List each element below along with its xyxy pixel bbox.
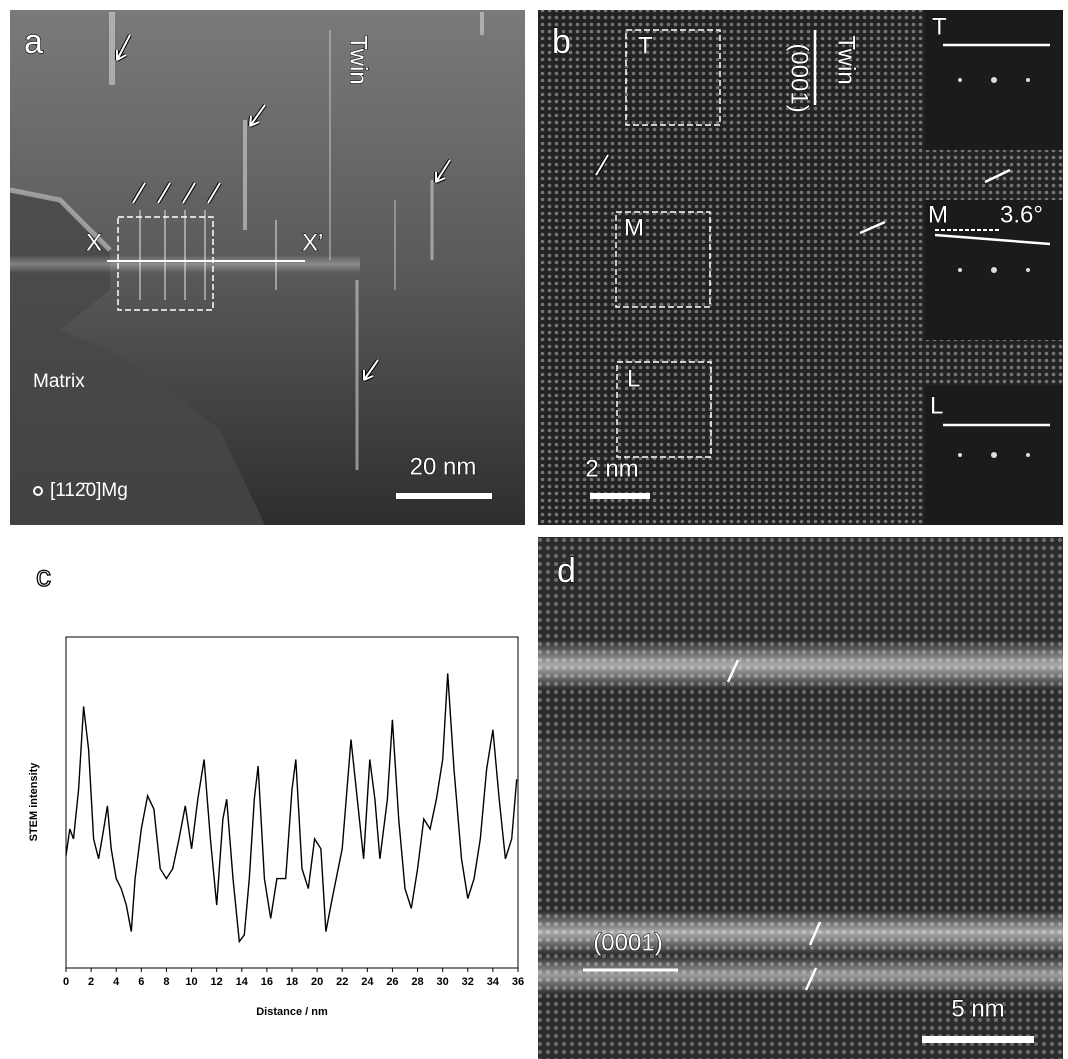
zone-axis: [112̄0]Mg — [50, 480, 128, 501]
panel-b: b T M L Twin (0001) T M 3.6° L 2 nm — [538, 10, 1063, 525]
x-tick-label: 18 — [286, 976, 298, 988]
x-tick-label: 24 — [361, 976, 374, 988]
panel-label: c — [36, 560, 51, 593]
x-tick-label: 30 — [437, 976, 449, 988]
matrix-region — [10, 190, 265, 525]
scale-label: 5 nm — [951, 995, 1004, 1022]
plane-label: (0001) — [593, 929, 662, 956]
x-tick-label: 8 — [163, 976, 169, 988]
box-l-label: L — [627, 365, 640, 392]
x-tick-label: 22 — [336, 976, 348, 988]
x-tick-label: 12 — [211, 976, 223, 988]
x-tick-label: 32 — [462, 976, 474, 988]
box-m-label: M — [624, 214, 644, 241]
twin-label: Twin — [345, 35, 372, 84]
panel-label: d — [557, 552, 576, 590]
plane-label: (0001) — [786, 43, 813, 112]
x-tick-label: 14 — [236, 976, 249, 988]
x-tick-label: 26 — [386, 976, 398, 988]
x-tick-label: 2 — [88, 976, 94, 988]
angle-label: 3.6° — [1000, 201, 1043, 228]
scale-label: 20 nm — [410, 453, 477, 480]
fft-m-label: M — [928, 201, 948, 228]
scale-bar — [590, 493, 650, 499]
twin-label: Twin — [833, 35, 860, 84]
x-tick-label: 16 — [261, 976, 273, 988]
panel-d: d (0001) 5 nm — [538, 537, 1063, 1059]
x-tick-label: 10 — [185, 976, 197, 988]
x-tick-label: 4 — [113, 976, 120, 988]
fft-l-label: L — [930, 392, 943, 419]
panel-label: b — [552, 23, 571, 61]
x-tick-label: 6 — [138, 976, 144, 988]
y-axis-label: STEM intensity — [28, 762, 40, 842]
x-tick-label: 0 — [63, 976, 69, 988]
x-tick-label: 36 — [512, 976, 524, 988]
panel-a: a Twin X X’ Matrix [112̄0]Mg 20 nm — [9, 10, 525, 525]
box-m — [615, 211, 711, 308]
profile-line — [65, 673, 518, 944]
box-t-label: T — [638, 32, 653, 59]
box-l — [616, 361, 712, 458]
x-tick-label: 28 — [411, 976, 423, 988]
x-axis-label: Distance / nm — [256, 1006, 328, 1018]
fft-t-label: T — [932, 13, 947, 40]
panel-label: a — [24, 23, 43, 61]
selection-box — [117, 216, 214, 311]
plot-frame — [65, 636, 519, 969]
box-t — [625, 29, 721, 126]
panel-c: c STEM intensity Distance / nm 0 2 4 6 8 10 12… — [28, 559, 524, 1018]
scale-bar — [396, 493, 492, 499]
x-tick-label: 20 — [311, 976, 323, 988]
matrix-label: Matrix — [33, 371, 85, 392]
x-label: X — [86, 229, 102, 256]
x-prime-label: X’ — [302, 229, 323, 256]
scale-label: 2 nm — [585, 455, 638, 482]
scale-bar — [922, 1036, 1034, 1043]
x-tick-label: 34 — [487, 976, 500, 988]
